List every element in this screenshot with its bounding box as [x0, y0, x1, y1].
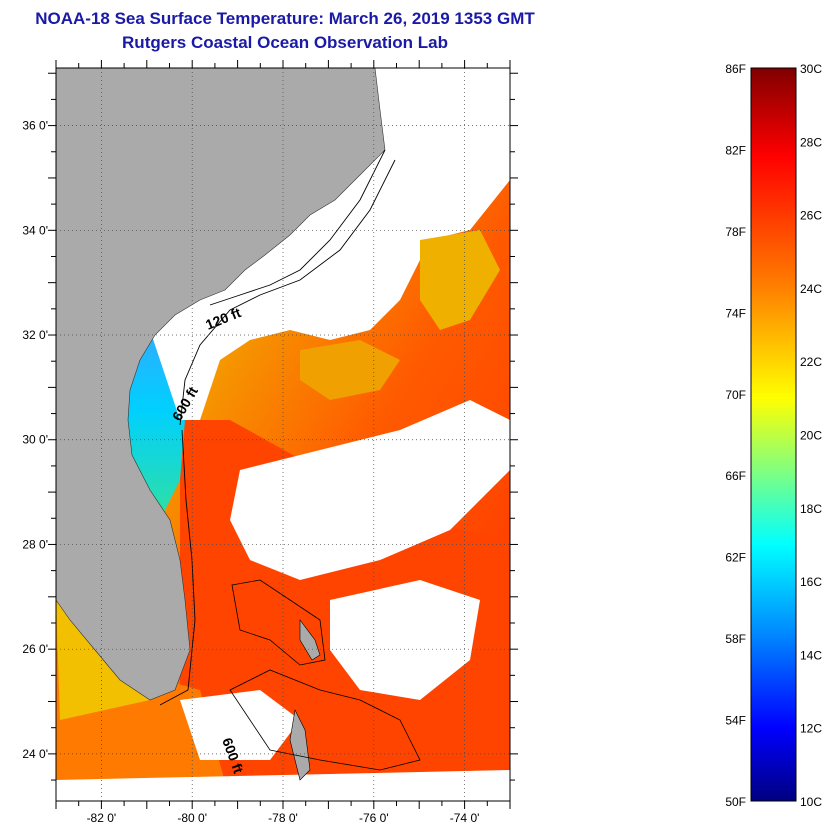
colorbar-f-label: 50F — [725, 795, 746, 809]
lat-tick-label: 24 0' — [22, 747, 48, 761]
colorbar-gradient — [750, 67, 797, 802]
colorbar-c-label: 10C — [800, 795, 822, 809]
colorbar-c-label: 20C — [800, 429, 822, 443]
lat-tick-label: 34 0' — [22, 223, 48, 237]
lon-tick-label: -80 0' — [177, 811, 207, 825]
lat-tick-label: 36 0' — [22, 119, 48, 133]
colorbar-c-label: 24C — [800, 282, 822, 296]
land-southeast-us — [56, 68, 386, 701]
colorbar-c-label: 12C — [800, 722, 822, 736]
lon-tick-label: -74 0' — [450, 811, 480, 825]
contour-florida-shelf — [159, 429, 196, 706]
cloud-cover-central — [230, 400, 510, 580]
map-title: NOAA-18 Sea Surface Temperature: March 2… — [35, 9, 535, 28]
colorbar-f-label: 62F — [725, 551, 746, 565]
cloud-cover-east — [330, 580, 480, 700]
colorbar-f-label: 70F — [725, 388, 746, 402]
latitude-labels: 36 0' 34 0' 32 0' 30 0' 28 0' 26 0' 24 0' — [22, 119, 48, 761]
map-frame — [55, 67, 511, 802]
colorbar-c-label: 16C — [800, 575, 822, 589]
warm-patch-1 — [420, 230, 500, 330]
warm-patch-2 — [300, 340, 400, 400]
lat-tick-label: 30 0' — [22, 433, 48, 447]
land-bahamas-2 — [289, 709, 311, 781]
colorbar-c-label: 30C — [800, 62, 822, 76]
lat-tick-label: 32 0' — [22, 328, 48, 342]
land-bahamas-1 — [299, 619, 321, 661]
colorbar-f-label: 58F — [725, 632, 746, 646]
colorbar-fahrenheit-labels: 86F 82F 78F 74F 70F 66F 62F 58F 54F 50F — [725, 62, 746, 809]
contour-bahamas-bank — [231, 579, 326, 666]
contour-120ft — [209, 149, 386, 306]
map-subtitle: Rutgers Coastal Ocean Observation Lab — [122, 33, 448, 52]
cloud-cover-bottom — [56, 770, 510, 801]
colorbar-f-label: 66F — [725, 469, 746, 483]
colorbar-celsius-labels: 30C 28C 26C 24C 22C 20C 18C 16C 14C 12C 10C — [800, 62, 822, 809]
colorbar-f-label: 82F — [725, 143, 746, 157]
colorbar-f-label: 78F — [725, 225, 746, 239]
colorbar-f-label: 54F — [725, 714, 746, 728]
contour-bahamas-south — [229, 669, 421, 771]
lat-tick-label: 28 0' — [22, 537, 48, 551]
colorbar-c-label: 22C — [800, 355, 822, 369]
lon-tick-label: -76 0' — [359, 811, 389, 825]
colorbar-c-label: 14C — [800, 648, 822, 662]
colorbar-c-label: 28C — [800, 135, 822, 149]
lat-tick-label: 26 0' — [22, 642, 48, 656]
colorbar-c-label: 18C — [800, 502, 822, 516]
lon-tick-label: -82 0' — [87, 811, 117, 825]
cloud-cover-south — [180, 690, 300, 760]
lon-tick-label: -78 0' — [268, 811, 298, 825]
colorbar-f-label: 74F — [725, 306, 746, 320]
contour-600ft — [179, 159, 396, 426]
colorbar-c-label: 26C — [800, 209, 822, 223]
colorbar-f-label: 86F — [725, 62, 746, 76]
longitude-labels: -82 0' -80 0' -78 0' -76 0' -74 0' — [87, 811, 480, 825]
map-axis-ticks — [48, 60, 518, 809]
